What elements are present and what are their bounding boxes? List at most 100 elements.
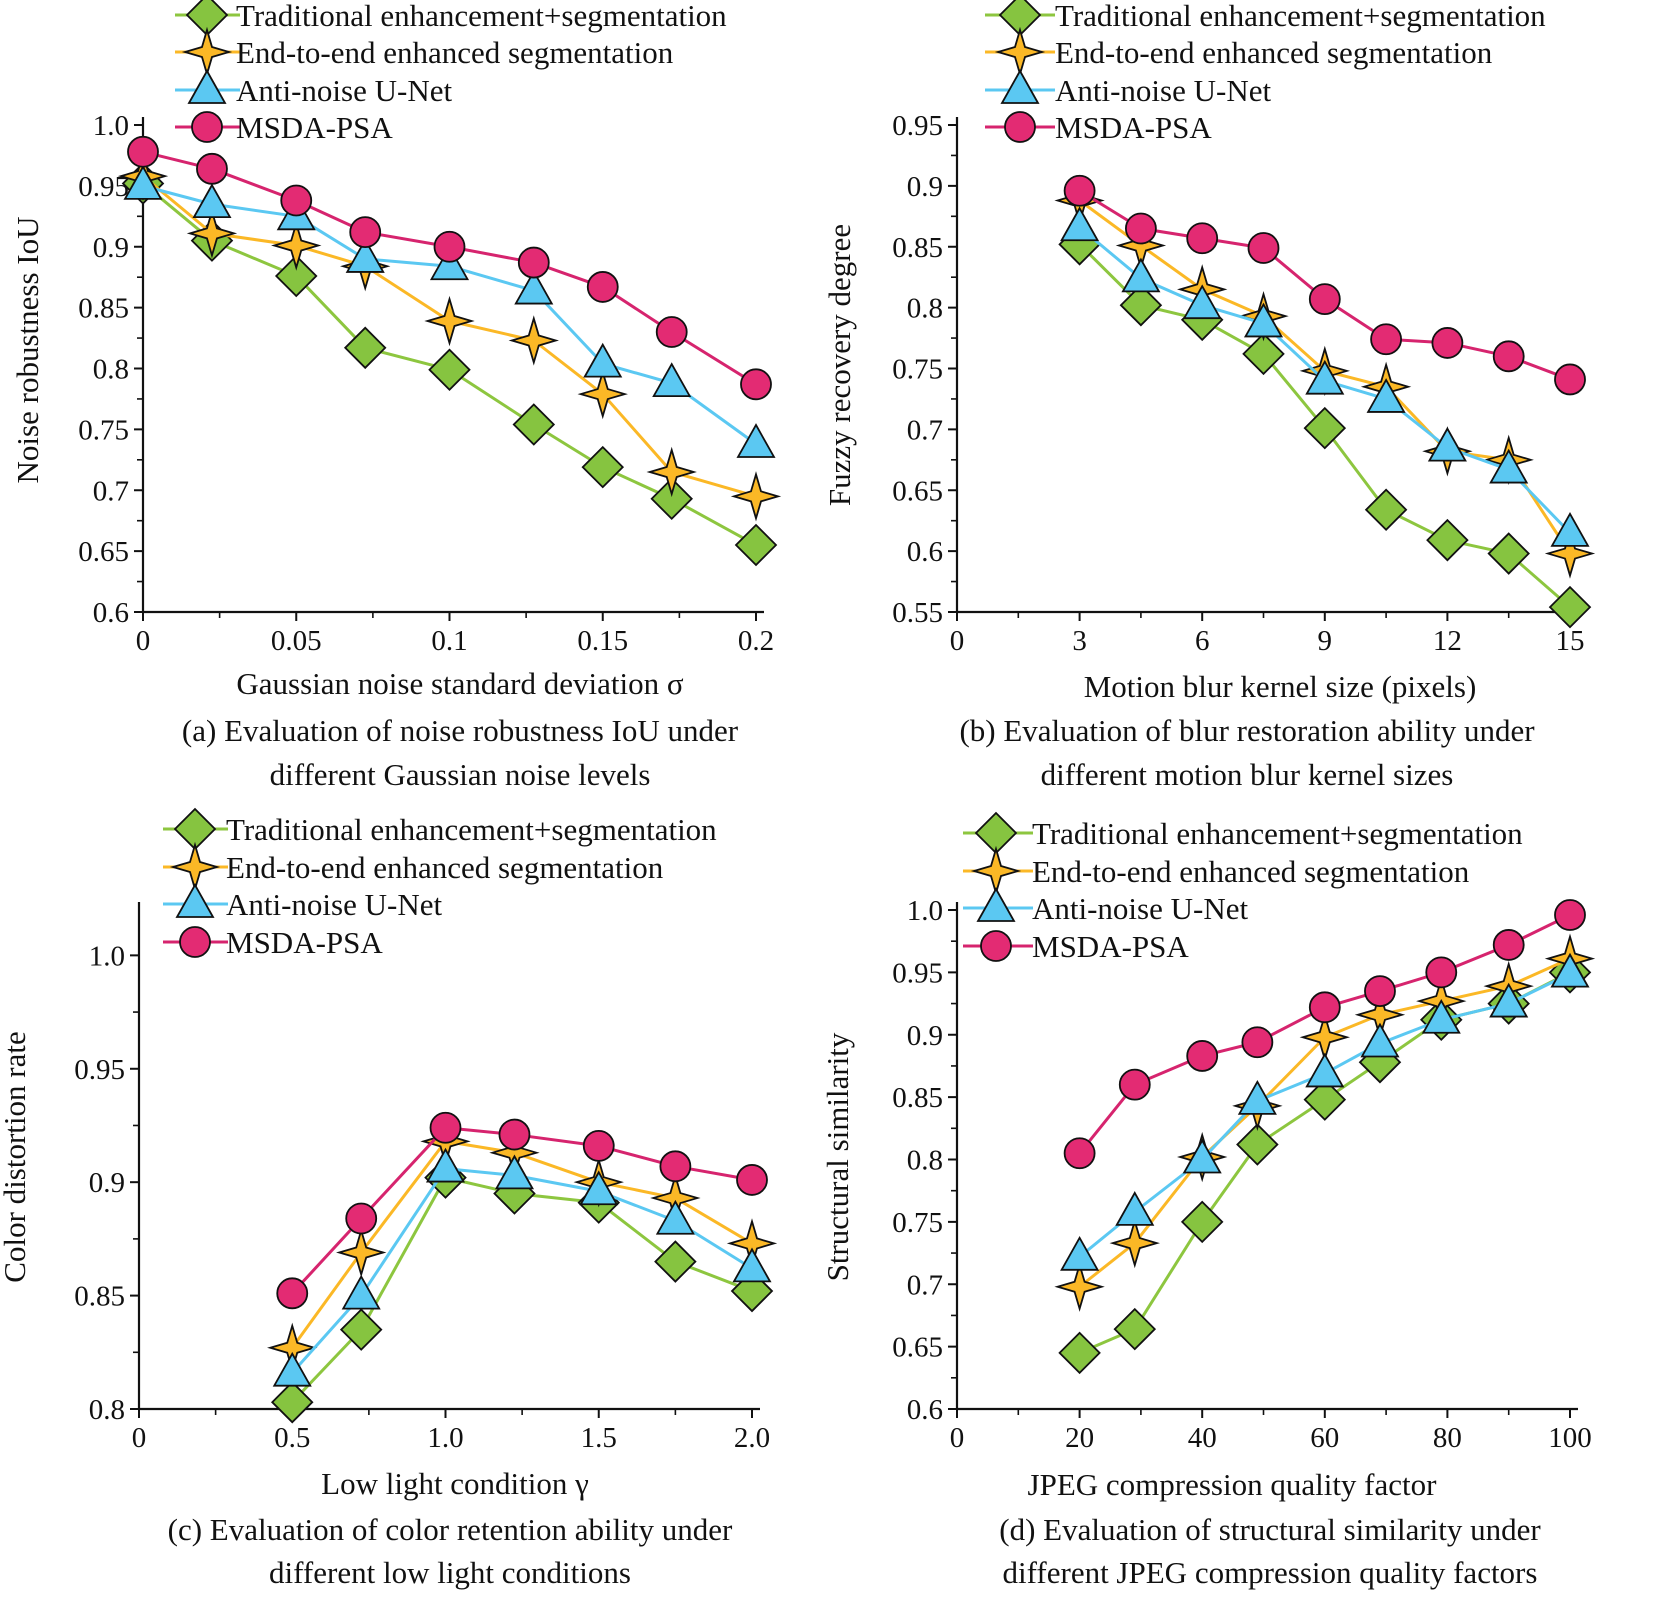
legend-label: Anti-noise U-Net: [1055, 73, 1271, 108]
y-tick-label: 1.0: [89, 940, 125, 972]
y-tick-label: 1.0: [907, 895, 943, 927]
data-point: [1308, 991, 1341, 1024]
data-point: [508, 315, 559, 366]
data-point: [1054, 1261, 1105, 1312]
y-tick-label: 0.6: [907, 1394, 943, 1426]
data-point: [272, 1351, 312, 1387]
x-axis-label: Low light condition γ: [321, 1466, 589, 1501]
data-point: [1125, 212, 1157, 245]
data-point: [1431, 327, 1464, 359]
data-point: [1121, 257, 1161, 293]
data-point: [583, 342, 623, 378]
data-point: [1118, 1068, 1151, 1101]
data-point: [581, 445, 625, 489]
data-point: [579, 1170, 619, 1206]
legend-item: Traditional enhancement+segmentation: [963, 811, 1523, 855]
legend-item: Anti-noise U-Net: [985, 69, 1271, 108]
x-axis-label: Motion blur kernel size (pixels): [1084, 669, 1477, 704]
caption-line-2: different JPEG compression quality facto…: [1003, 1555, 1538, 1590]
legend-item: Traditional enhancement+segmentation: [163, 807, 717, 851]
data-point: [433, 230, 466, 263]
legend-label: MSDA-PSA: [236, 110, 393, 145]
legend-item: End-to-end enhanced segmentation: [963, 845, 1470, 897]
legend-label: Traditional enhancement+segmentation: [1032, 816, 1523, 851]
data-point: [586, 271, 619, 303]
data-point: [1550, 952, 1590, 988]
x-tick-label: 3: [1072, 625, 1087, 657]
x-tick-label: 1.0: [427, 1422, 463, 1454]
circle-icon: [980, 930, 1012, 962]
y-tick-label: 0.85: [78, 293, 129, 325]
caption-line-1: (a) Evaluation of noise robustness IoU u…: [182, 713, 739, 748]
data-point: [1115, 1191, 1155, 1226]
y-tick-label: 0.95: [74, 1054, 125, 1086]
panel-a: Traditional enhancement+segmentation End…: [10, 0, 782, 792]
data-point: [192, 183, 232, 219]
x-tick-label: 2.0: [734, 1422, 770, 1454]
y-tick-label: 0.8: [89, 1394, 125, 1426]
data-point: [1247, 232, 1280, 264]
data-point: [276, 1277, 309, 1310]
data-point: [1236, 1123, 1279, 1166]
x-tick-label: 0.05: [271, 625, 322, 657]
y-tick-label: 0.85: [892, 1082, 943, 1114]
data-point: [730, 471, 782, 522]
data-point: [498, 1118, 531, 1151]
data-point: [1058, 1331, 1101, 1375]
data-point: [1492, 929, 1525, 961]
data-point: [280, 184, 313, 217]
data-point: [271, 220, 322, 271]
data-point: [1060, 206, 1100, 242]
data-point: [1364, 488, 1408, 532]
data-point: [349, 216, 382, 249]
legend-item: MSDA-PSA: [963, 929, 1189, 964]
data-point: [654, 1240, 697, 1283]
x-tick-label: 0.2: [738, 625, 774, 657]
y-tick-label: 0.65: [892, 475, 943, 507]
data-point: [1554, 363, 1586, 396]
series-3: [123, 165, 776, 458]
data-point: [1303, 406, 1347, 450]
legend-item: MSDA-PSA: [985, 110, 1212, 145]
x-tick-label: 80: [1433, 1422, 1462, 1454]
data-point: [1364, 975, 1396, 1007]
legend: Traditional enhancement+segmentation End…: [175, 0, 727, 145]
data-point: [1370, 323, 1402, 356]
data-point: [341, 1274, 381, 1310]
data-point: [1548, 585, 1592, 629]
data-point: [652, 362, 692, 398]
series-4: [1063, 899, 1586, 1170]
x-tick-label: 0: [950, 1422, 965, 1454]
legend-label: MSDA-PSA: [1055, 110, 1212, 145]
data-point: [429, 1111, 462, 1144]
data-point: [1242, 332, 1285, 376]
y-tick-label: 0.85: [74, 1281, 125, 1313]
circle-icon: [179, 926, 211, 958]
y-tick-label: 1.0: [93, 110, 129, 142]
y-tick-label: 0.7: [907, 1269, 943, 1301]
y-tick-label: 0.95: [892, 110, 943, 142]
data-point: [428, 348, 471, 391]
legend-label: End-to-end enhanced segmentation: [1032, 854, 1470, 889]
data-point: [186, 208, 238, 259]
data-point: [1109, 1217, 1160, 1269]
legend-label: Traditional enhancement+segmentation: [236, 0, 727, 33]
y-tick-label: 0.65: [892, 1332, 943, 1364]
legend-item: MSDA-PSA: [163, 925, 383, 960]
legend: Traditional enhancement+segmentation End…: [163, 807, 717, 960]
data-point: [512, 403, 556, 446]
y-axis-label: Color distortion rate: [0, 1031, 32, 1282]
y-tick-label: 0.8: [907, 293, 943, 325]
y-tick-label: 0.75: [892, 1207, 943, 1239]
data-point: [582, 1129, 615, 1162]
y-tick-label: 0.9: [907, 1020, 943, 1052]
y-axis-label: Noise robustness IoU: [10, 217, 45, 484]
circle-icon: [191, 111, 223, 143]
data-point: [345, 1202, 378, 1235]
data-point: [123, 165, 163, 200]
axes: 0 0.5 1.0 1.5 2.0 0.8 0.85 0.9 0.95 1.0: [74, 902, 770, 1454]
y-tick-label: 0.85: [892, 232, 943, 264]
triangle-icon: [187, 69, 227, 104]
data-point: [424, 295, 475, 347]
data-point: [429, 245, 470, 281]
